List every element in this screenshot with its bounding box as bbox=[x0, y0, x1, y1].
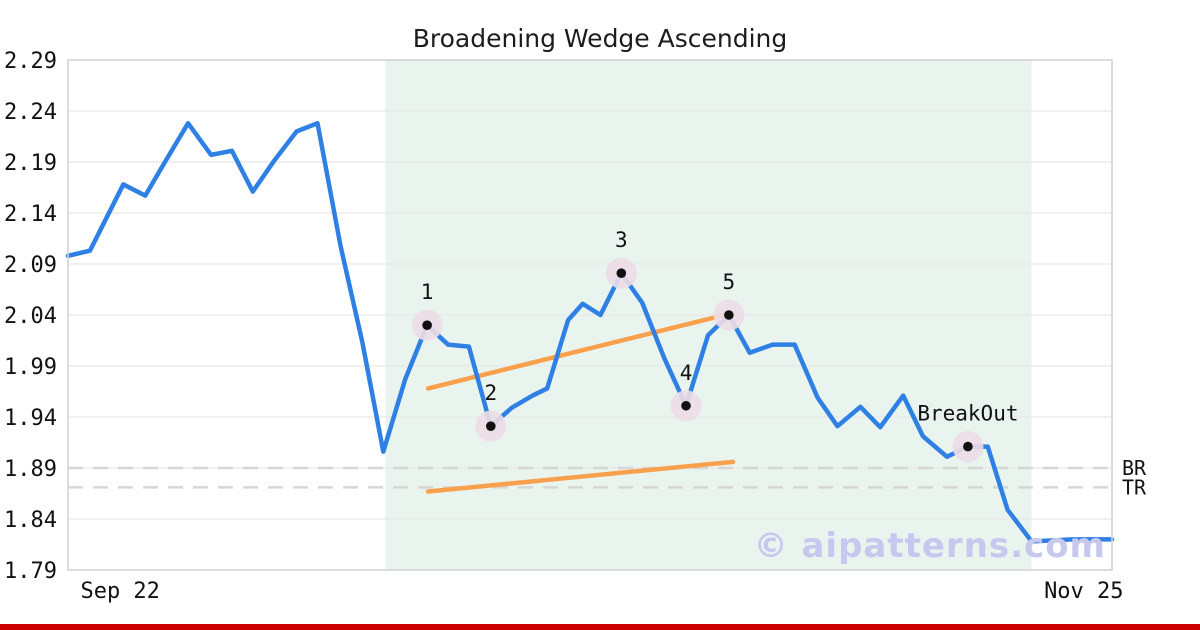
plot-border bbox=[67, 59, 1113, 571]
level-label-TR: TR bbox=[1122, 475, 1147, 499]
pattern-point-label: 4 bbox=[680, 361, 693, 385]
y-tick-label: 1.99 bbox=[4, 355, 57, 380]
price-series bbox=[65, 120, 1115, 544]
y-tick-label: 1.84 bbox=[4, 508, 57, 533]
y-tick-label: 2.19 bbox=[4, 151, 57, 176]
y-tick-label: 2.14 bbox=[4, 202, 57, 227]
y-tick-label: 2.04 bbox=[4, 304, 57, 329]
pattern-point-dot bbox=[724, 310, 734, 320]
footer-accent-bar bbox=[0, 624, 1200, 630]
y-tick-label: 1.94 bbox=[4, 406, 57, 431]
y-tick-label: 1.79 bbox=[4, 559, 57, 584]
pattern-markers: 1 2 3 4 5 BreakOut bbox=[411, 228, 1019, 463]
trendline-lower bbox=[425, 459, 736, 494]
chart-title: Broadening Wedge Ascending bbox=[412, 24, 788, 53]
level-label-BR: BR bbox=[1122, 456, 1147, 480]
watermark: © aipatterns.com bbox=[753, 526, 1106, 566]
axis-tick-labels: 2.29 2.24 2.19 2.14 2.09 2.04 1.99 1.94 1.89 1.84… bbox=[4, 49, 1124, 604]
x-tick-label: Nov 25 bbox=[1044, 579, 1123, 604]
pattern-point-label: 2 bbox=[484, 381, 497, 405]
pattern-point-label: 3 bbox=[615, 228, 628, 252]
y-tick-label: 2.09 bbox=[4, 253, 57, 278]
price-line bbox=[65, 120, 1115, 544]
y-tick-label: 1.89 bbox=[4, 457, 57, 482]
y-tick-label: 2.24 bbox=[4, 100, 57, 125]
pattern-point-dot bbox=[422, 320, 432, 331]
pattern-point-dot bbox=[681, 400, 691, 411]
pattern-point-dot bbox=[486, 421, 496, 431]
pattern-point-label: 1 bbox=[421, 280, 434, 304]
pattern-point-dot bbox=[616, 268, 627, 278]
y-tick-label: 2.29 bbox=[4, 49, 57, 74]
pattern-point-label: BreakOut bbox=[917, 402, 1018, 426]
pattern-point-label: 5 bbox=[723, 270, 736, 294]
x-tick-label: Sep 22 bbox=[80, 579, 159, 604]
pattern-point-dot bbox=[963, 441, 973, 452]
